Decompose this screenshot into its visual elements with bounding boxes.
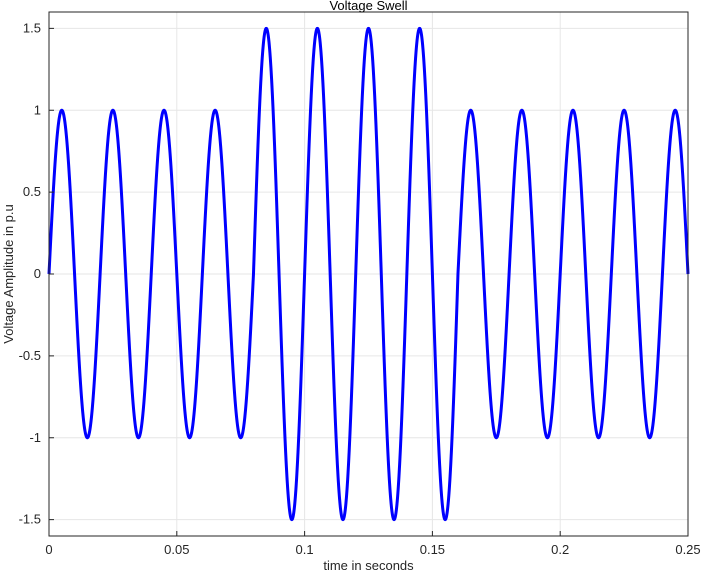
y-tick-label: -1.5 <box>19 512 41 527</box>
y-axis-label: Voltage Amplitude in p.u <box>1 204 16 344</box>
chart-title: Voltage Swell <box>329 0 407 13</box>
y-tick-label: 1 <box>34 102 41 117</box>
x-tick-label: 0.2 <box>551 542 569 557</box>
y-tick-label: 0.5 <box>23 184 41 199</box>
series-line-voltage <box>47 26 690 522</box>
x-tick-label: 0.25 <box>675 542 700 557</box>
y-axis: -1.5 -1 -0.5 0 0.5 1 1.5 <box>19 20 54 527</box>
x-tick-label: 0.1 <box>296 542 314 557</box>
x-tick-label: 0.05 <box>164 542 189 557</box>
x-tick-label: 0.15 <box>420 542 445 557</box>
x-axis-label: time in seconds <box>323 558 414 573</box>
x-tick-label: 0 <box>45 542 52 557</box>
y-tick-label: 1.5 <box>23 20 41 35</box>
y-tick-label: -0.5 <box>19 348 41 363</box>
x-axis: 0 0.05 0.1 0.15 0.2 0.25 <box>45 531 701 557</box>
y-tick-label: 0 <box>34 266 41 281</box>
y-tick-label: -1 <box>29 430 41 445</box>
